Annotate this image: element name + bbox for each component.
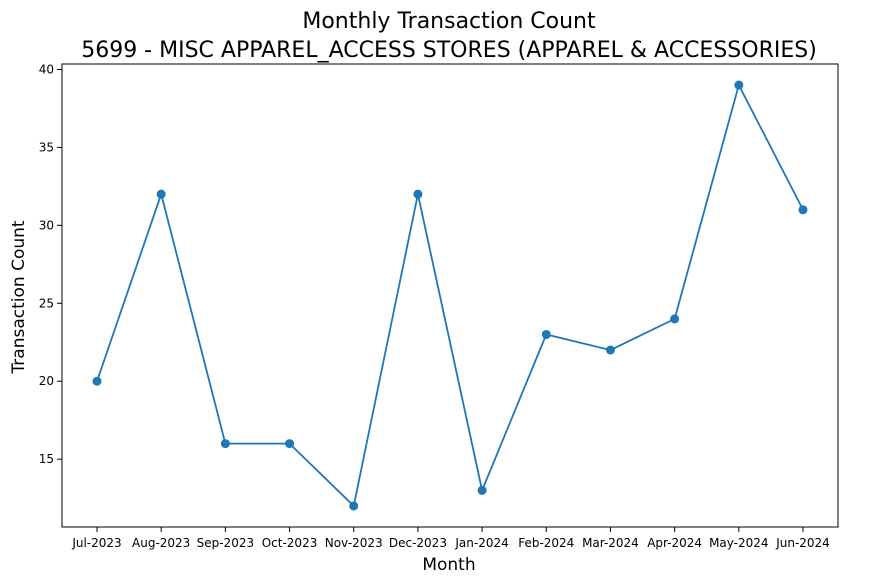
y-tick-label: 40 [39,62,54,76]
data-point [413,189,423,199]
data-point [605,345,615,355]
y-tick-label: 30 [39,218,54,232]
data-point [670,314,680,324]
x-tick-label: Apr-2024 [647,536,702,550]
x-tick-label: Sep-2023 [197,536,255,550]
y-tick-label: 35 [39,140,54,154]
data-point [220,439,230,449]
x-tick-label: Jan-2024 [454,536,508,550]
plot-area-frame [61,63,839,528]
x-axis-ticks: Jul-2023 Aug-2023 Sep-2023 Oct-2023 Nov-2023… [71,527,830,550]
x-tick-label: Feb-2024 [518,536,574,550]
y-axis-label: Transaction Count [9,220,29,374]
y-tick-label: 25 [39,296,54,310]
data-point [156,189,166,199]
y-axis-ticks: 15 20 25 30 35 40 [39,62,62,466]
x-tick-label: Jun-2024 [775,536,830,550]
data-point [285,439,295,449]
series-line [96,82,804,508]
data-point [349,501,359,511]
data-point [477,485,487,495]
x-tick-label: Aug-2023 [132,536,190,550]
chart-subtitle: 5699 - MISC APPAREL_ACCESS STORES (APPAR… [81,38,817,63]
x-tick-label: Nov-2023 [325,536,383,550]
data-point [92,376,102,386]
x-tick-label: Oct-2023 [262,536,318,550]
x-tick-label: May-2024 [709,536,768,550]
chart-title: Monthly Transaction Count [302,9,596,34]
data-point [798,205,808,215]
data-point [734,80,744,90]
x-tick-label: Dec-2023 [389,536,447,550]
x-tick-label: Mar-2024 [582,536,639,550]
series-layer [92,80,808,511]
x-tick-label: Jul-2023 [71,536,121,550]
data-point [541,329,551,339]
y-tick-label: 15 [39,452,54,466]
x-axis-label: Month [422,555,475,575]
y-tick-label: 20 [39,374,54,388]
